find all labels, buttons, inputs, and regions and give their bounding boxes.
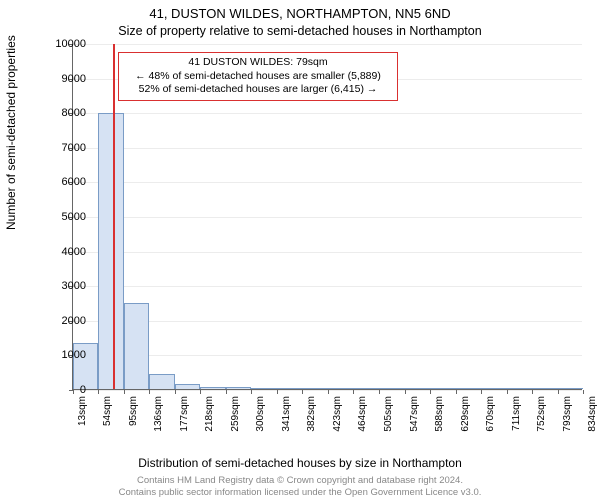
xtick-mark xyxy=(175,390,176,394)
histogram-bar xyxy=(251,388,276,389)
histogram-bar xyxy=(200,387,225,389)
chart-subtitle: Size of property relative to semi-detach… xyxy=(0,24,600,38)
histogram-bar xyxy=(98,113,123,389)
xtick-label: 218sqm xyxy=(204,396,215,432)
ytick-label: 3000 xyxy=(36,280,86,292)
xtick-mark xyxy=(532,390,533,394)
plot-area: 13sqm54sqm95sqm136sqm177sqm218sqm259sqm3… xyxy=(72,44,582,390)
grid-line xyxy=(73,217,582,218)
xtick-mark xyxy=(200,390,201,394)
xtick-label: 341sqm xyxy=(281,396,292,432)
ytick-label: 9000 xyxy=(36,73,86,85)
xtick-label: 505sqm xyxy=(383,396,394,432)
xtick-mark xyxy=(379,390,380,394)
histogram-bar xyxy=(456,388,481,389)
grid-line xyxy=(73,182,582,183)
xtick-mark xyxy=(430,390,431,394)
xtick-label: 793sqm xyxy=(562,396,573,432)
annotation-line: ← 48% of semi-detached houses are smalle… xyxy=(125,70,391,84)
footer-line-2: Contains public sector information licen… xyxy=(0,487,600,498)
histogram-bar xyxy=(481,388,506,389)
grid-line xyxy=(73,44,582,45)
xtick-mark xyxy=(251,390,252,394)
xtick-label: 670sqm xyxy=(485,396,496,432)
footer-line-1: Contains HM Land Registry data © Crown c… xyxy=(0,475,600,486)
chart-footer: Contains HM Land Registry data © Crown c… xyxy=(0,475,600,498)
xtick-label: 629sqm xyxy=(460,396,471,432)
histogram-bar xyxy=(149,374,174,389)
ytick-label: 1000 xyxy=(36,349,86,361)
histogram-bar xyxy=(302,388,327,389)
histogram-bar xyxy=(226,387,251,389)
histogram-bar xyxy=(430,388,455,389)
xtick-mark xyxy=(149,390,150,394)
xtick-label: 136sqm xyxy=(153,396,164,432)
xtick-label: 54sqm xyxy=(102,396,113,426)
xtick-mark xyxy=(328,390,329,394)
ytick-label: 4000 xyxy=(36,246,86,258)
xtick-label: 259sqm xyxy=(230,396,241,432)
grid-line xyxy=(73,113,582,114)
xtick-mark xyxy=(353,390,354,394)
ytick-label: 0 xyxy=(36,384,86,396)
xtick-label: 95sqm xyxy=(128,396,139,426)
ytick-label: 7000 xyxy=(36,142,86,154)
xtick-label: 382sqm xyxy=(306,396,317,432)
xtick-mark xyxy=(405,390,406,394)
annotation-line: 52% of semi-detached houses are larger (… xyxy=(125,83,391,97)
ytick-label: 8000 xyxy=(36,107,86,119)
xtick-mark xyxy=(98,390,99,394)
property-marker-line xyxy=(113,44,115,389)
histogram-bar xyxy=(532,388,557,389)
xtick-mark xyxy=(481,390,482,394)
x-axis-label: Distribution of semi-detached houses by … xyxy=(0,456,600,470)
xtick-label: 547sqm xyxy=(409,396,420,432)
xtick-mark xyxy=(583,390,584,394)
xtick-label: 834sqm xyxy=(587,396,598,432)
xtick-mark xyxy=(277,390,278,394)
xtick-mark xyxy=(558,390,559,394)
annotation-line: 41 DUSTON WILDES: 79sqm xyxy=(125,56,391,70)
xtick-label: 711sqm xyxy=(511,396,522,431)
grid-line xyxy=(73,252,582,253)
chart-title: 41, DUSTON WILDES, NORTHAMPTON, NN5 6ND xyxy=(0,6,600,21)
y-axis-label: Number of semi-detached properties xyxy=(4,35,18,230)
annotation-box: 41 DUSTON WILDES: 79sqm← 48% of semi-det… xyxy=(118,52,398,101)
xtick-label: 177sqm xyxy=(179,396,190,432)
histogram-bar xyxy=(328,388,353,389)
histogram-bar xyxy=(558,388,583,389)
histogram-bar xyxy=(507,388,532,389)
histogram-bar xyxy=(379,388,405,389)
xtick-mark xyxy=(226,390,227,394)
ytick-label: 5000 xyxy=(36,211,86,223)
ytick-label: 2000 xyxy=(36,315,86,327)
histogram-bar xyxy=(405,388,430,389)
grid-line xyxy=(73,286,582,287)
xtick-label: 300sqm xyxy=(255,396,266,432)
ytick-label: 6000 xyxy=(36,176,86,188)
histogram-bar xyxy=(277,388,302,389)
ytick-label: 10000 xyxy=(36,38,86,50)
xtick-label: 13sqm xyxy=(77,396,88,426)
xtick-label: 423sqm xyxy=(332,396,343,432)
grid-line xyxy=(73,148,582,149)
xtick-mark xyxy=(124,390,125,394)
xtick-label: 588sqm xyxy=(434,396,445,432)
chart-container: 41, DUSTON WILDES, NORTHAMPTON, NN5 6ND … xyxy=(0,0,600,500)
xtick-mark xyxy=(456,390,457,394)
xtick-label: 464sqm xyxy=(357,396,368,432)
xtick-mark xyxy=(507,390,508,394)
xtick-mark xyxy=(302,390,303,394)
xtick-label: 752sqm xyxy=(536,396,547,432)
histogram-bar xyxy=(175,384,200,389)
histogram-bar xyxy=(124,303,149,389)
histogram-bar xyxy=(353,388,378,389)
